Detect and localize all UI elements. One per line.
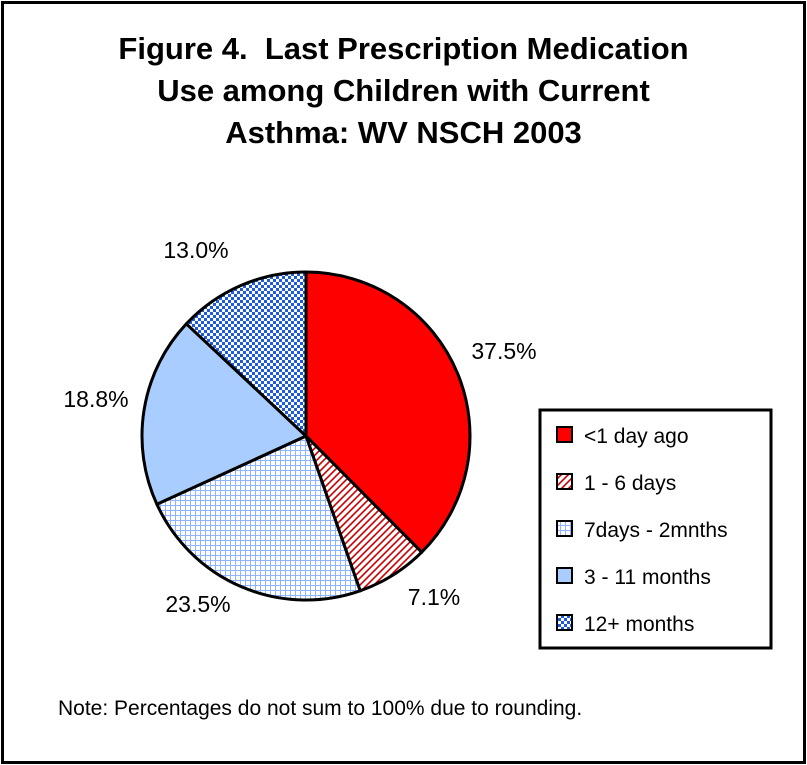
- rounding-note: Note: Percentages do not sum to 100% due…: [58, 697, 583, 720]
- legend-label-2: 1 - 6 days: [584, 472, 676, 495]
- data-label-2: 7.1%: [408, 584, 460, 610]
- pie-slice-1: [304, 270, 472, 554]
- legend-label-4: 3 - 11 months: [584, 566, 711, 589]
- legend-label-3: 7days - 2mnths: [584, 519, 728, 542]
- data-label-4: 18.8%: [63, 386, 128, 412]
- data-label-5: 13.0%: [163, 237, 228, 263]
- chart-title-line-3: Asthma: WV NSCH 2003: [225, 115, 582, 150]
- legend-swatch-2: [556, 473, 573, 490]
- chart-title: Figure 4. Last Prescription Medication U…: [0, 28, 807, 154]
- legend-swatch-3: [556, 520, 573, 537]
- pie-slices: [140, 270, 472, 602]
- pie-slice-3: [155, 434, 362, 602]
- chart-title-line-1: Figure 4. Last Prescription Medication: [118, 31, 689, 66]
- legend-label-1: <1 day ago: [584, 425, 689, 448]
- chart-title-line-2: Use among Children with Current: [157, 73, 650, 108]
- data-label-1: 37.5%: [471, 338, 536, 364]
- pie-data-labels: 37.5% 7.1% 23.5% 18.8% 13.0%: [63, 237, 536, 617]
- legend-box: [538, 408, 773, 650]
- pie-slice-5: [184, 270, 308, 438]
- legend-swatch-5: [556, 614, 573, 631]
- legend: <1 day ago 1 - 6 days 7days - 2mnths 3 - 11…: [538, 408, 773, 650]
- legend-swatch-1: [556, 426, 573, 443]
- legend-swatch-4: [556, 567, 573, 584]
- legend-label-5: 12+ months: [584, 613, 694, 636]
- pie-slice-4: [140, 322, 308, 506]
- data-label-3: 23.5%: [165, 591, 230, 617]
